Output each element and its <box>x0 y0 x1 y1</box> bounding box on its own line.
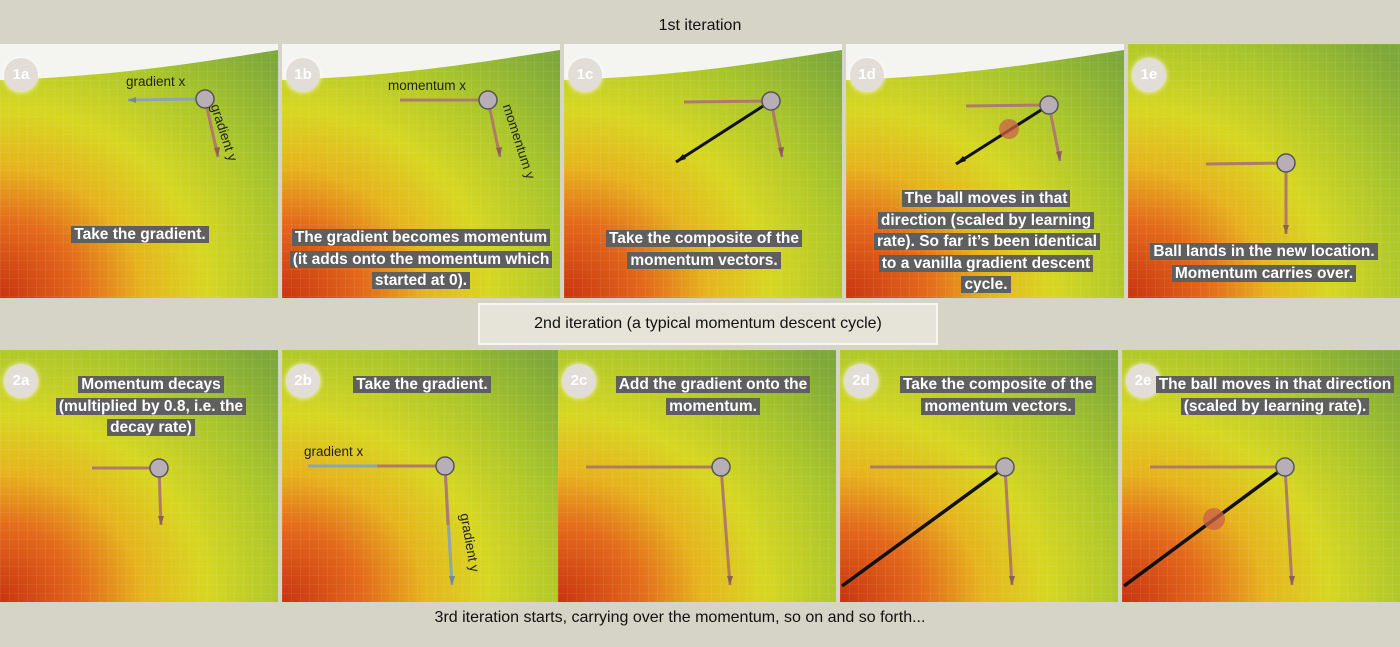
header-iteration-1: 1st iteration <box>658 17 742 34</box>
caption: The gradient becomes momentum (it adds o… <box>286 227 556 292</box>
step-badge: 1b <box>286 58 320 92</box>
step-badge: 2a <box>4 364 38 398</box>
panel-2b: 2b gradient x gradient y Take the gradie… <box>282 350 560 602</box>
step-badge: 1a <box>4 58 38 92</box>
panel-1e: 1e Ball lands in the new location. Momen… <box>1128 44 1400 298</box>
caption: Take the composite of the momentum vecto… <box>584 228 824 271</box>
step-badge: 2d <box>844 364 878 398</box>
panel-1b: 1b momentum x momentum y The gradient be… <box>282 44 560 298</box>
step-badge: 1c <box>568 58 602 92</box>
panel-2c: 2c Add the gradient onto the momentum. <box>558 350 836 602</box>
step-badge: 2e <box>1126 364 1160 398</box>
caption: Ball lands in the new location. Momentum… <box>1130 241 1398 284</box>
header-iteration-2: 2nd iteration (a typical momentum descen… <box>478 303 938 345</box>
caption: Take the gradient. <box>30 224 250 246</box>
panel-2d: 2d Take the composite of the momentum ve… <box>840 350 1118 602</box>
step-badge: 1d <box>850 58 884 92</box>
step-badge: 2c <box>562 364 596 398</box>
caption: Momentum decays (multiplied by 0.8, i.e.… <box>46 374 256 439</box>
caption: The ball moves in that direction (scaled… <box>874 188 1100 296</box>
header-iteration-3: 3rd iteration starts, carrying over the … <box>434 609 926 626</box>
label-gradient-x: gradient x <box>304 444 364 459</box>
step-badge: 2b <box>286 364 320 398</box>
panel-1c: 1c Take the composite of the momentum ve… <box>564 44 842 298</box>
label-momentum-x: momentum x <box>388 78 467 93</box>
panel-2e: 2e The ball moves in that direction (sca… <box>1122 350 1400 602</box>
caption: Take the gradient. <box>342 374 502 396</box>
caption: Take the composite of the momentum vecto… <box>888 374 1108 417</box>
step-badge: 1e <box>1132 58 1166 92</box>
label-gradient-x: gradient x <box>126 74 186 89</box>
panel-2a: 2a Momentum decays (multiplied by 0.8, i… <box>0 350 278 602</box>
surface-plot <box>0 44 278 298</box>
caption: The ball moves in that direction (scaled… <box>1152 374 1398 417</box>
panel-1a: 1a gradient x gradient y Take the gradie… <box>0 44 278 298</box>
panel-1d: 1d The ball moves in that direction (sca… <box>846 44 1124 298</box>
caption: Add the gradient onto the momentum. <box>608 374 818 417</box>
